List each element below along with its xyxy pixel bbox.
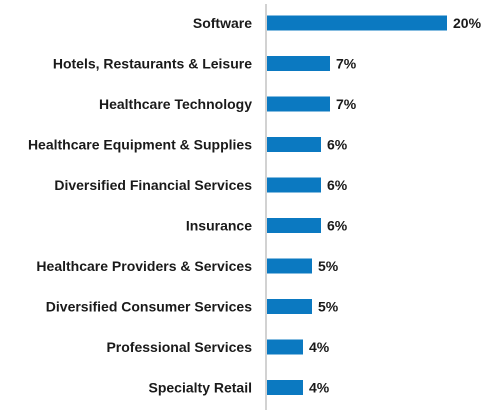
bar bbox=[267, 258, 312, 274]
category-label: Diversified Consumer Services bbox=[46, 299, 252, 315]
value-label: 7% bbox=[336, 56, 357, 72]
category-label: Hotels, Restaurants & Leisure bbox=[53, 56, 252, 72]
value-label: 6% bbox=[327, 137, 348, 153]
category-label: Healthcare Technology bbox=[99, 96, 252, 112]
bar bbox=[267, 380, 303, 395]
bar bbox=[267, 339, 303, 355]
bar bbox=[267, 218, 321, 233]
value-label: 20% bbox=[453, 15, 482, 31]
value-label: 4% bbox=[309, 380, 330, 396]
bar bbox=[267, 56, 330, 71]
bar bbox=[267, 299, 312, 314]
category-label: Software bbox=[193, 15, 252, 31]
category-label: Specialty Retail bbox=[149, 380, 253, 396]
category-label: Diversified Financial Services bbox=[54, 177, 252, 193]
bar bbox=[267, 15, 447, 31]
value-label: 6% bbox=[327, 218, 348, 234]
bars-group: Software 20% Hotels, Restaurants & Leisure… bbox=[28, 15, 482, 396]
value-label: 5% bbox=[318, 299, 339, 315]
bar bbox=[267, 96, 330, 112]
category-label: Healthcare Equipment & Supplies bbox=[28, 137, 252, 153]
value-label: 6% bbox=[327, 177, 348, 193]
value-label: 7% bbox=[336, 96, 357, 112]
category-label: Professional Services bbox=[106, 339, 252, 355]
value-label: 4% bbox=[309, 339, 330, 355]
bar bbox=[267, 177, 321, 193]
category-label: Healthcare Providers & Services bbox=[36, 258, 252, 274]
bar bbox=[267, 137, 321, 152]
value-label: 5% bbox=[318, 258, 339, 274]
category-label: Insurance bbox=[186, 218, 252, 234]
